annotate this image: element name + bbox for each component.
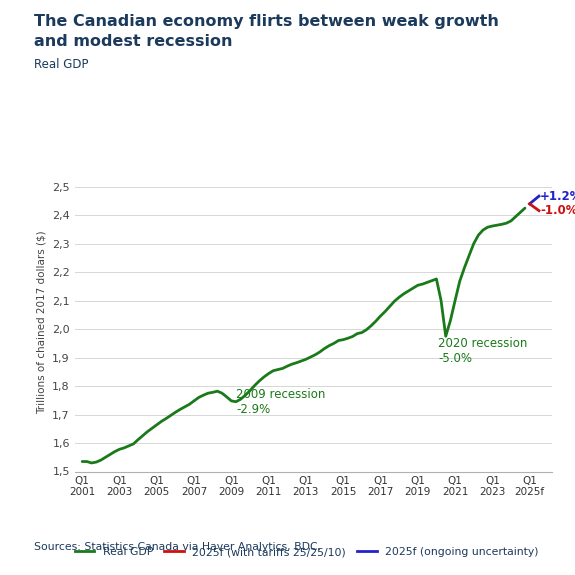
- Text: +1.2%: +1.2%: [540, 190, 575, 202]
- Text: The Canadian economy flirts between weak growth: The Canadian economy flirts between weak…: [34, 14, 499, 29]
- Y-axis label: Trillions of chained 2017 dollars ($): Trillions of chained 2017 dollars ($): [37, 230, 47, 414]
- Text: Real GDP: Real GDP: [34, 58, 89, 71]
- Legend: Real GDP, 2025f (with tariffs 25/25/10), 2025f (ongoing uncertainty): Real GDP, 2025f (with tariffs 25/25/10),…: [71, 543, 543, 561]
- Text: 2009 recession
-2.9%: 2009 recession -2.9%: [236, 388, 325, 416]
- Text: -1.0%: -1.0%: [540, 204, 575, 217]
- Text: Sources: Statistics Canada via Haver Analytics, BDC.: Sources: Statistics Canada via Haver Ana…: [34, 542, 321, 552]
- Text: 2020 recession
-5.0%: 2020 recession -5.0%: [438, 337, 528, 365]
- Text: and modest recession: and modest recession: [34, 34, 233, 49]
